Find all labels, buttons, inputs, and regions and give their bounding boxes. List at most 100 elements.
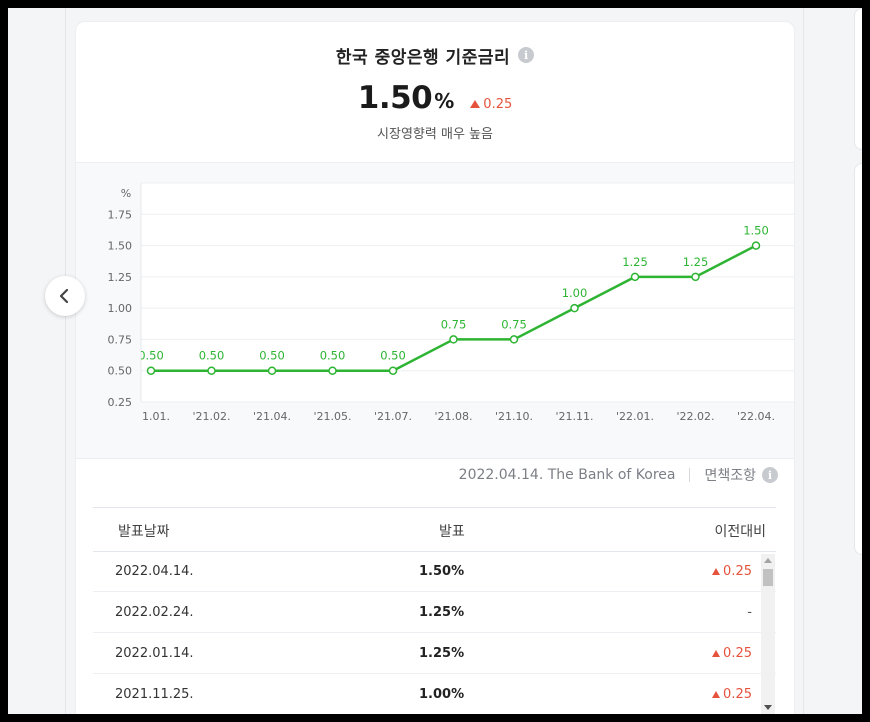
up-triangle-icon [712,568,721,575]
y-tick-label: 1.50 [108,240,133,253]
chart-area: % 0.25 0.50 0.75 1.00 1.25 1.50 1.75 '21.01. '21.… [76,162,794,459]
row-value: 1.00% [419,687,465,702]
row-value: 1.25% [419,605,465,620]
x-tick-label: '21.04. [253,410,291,423]
y-tick-label: 0.50 [108,365,133,378]
row-change: 0.25 [712,564,752,579]
disclaimer-link[interactable]: 면책조항 i [704,465,778,485]
chevron-left-icon [59,288,69,304]
table-row: 2022.01.14. 1.25% 0.25 [93,633,776,674]
source-text: 2022.04.14. The Bank of Korea [458,467,676,483]
header-change: 이전대비 [714,524,766,540]
row-date: 2022.01.14. [115,646,194,661]
data-label: 0.75 [501,317,527,331]
current-rate: 1.50 % 0.25 [76,80,794,120]
plot-background [141,183,794,402]
data-point [570,303,579,313]
x-tick-label: '21.02. [192,410,230,423]
column-divider [803,8,804,714]
row-date: 2022.02.24. [115,605,194,620]
data-point [449,335,458,344]
table-row: 2021.11.25. 1.00% 0.25 [93,674,776,714]
data-label: 0.50 [199,349,225,363]
x-tick-label: '22.04. [737,410,775,423]
data-label: 0.50 [320,349,346,363]
interest-rate-card: 한국 중앙은행 기준금리 i 1.50 % 0.25 시장영향력 매우 높음 %… [75,21,795,714]
x-tick-label: '21.05. [313,410,351,423]
rate-line-chart: % 0.25 0.50 0.75 1.00 1.25 1.50 1.75 '21.01. '21.… [108,182,794,423]
table-row: 2022.02.24. 1.25% - [93,592,776,633]
scroll-thumb[interactable] [763,569,773,586]
row-value: 1.25% [419,646,465,661]
data-label: 1.00 [562,286,588,300]
y-tick-label: 1.25 [108,271,133,284]
row-date: 2022.04.14. [115,564,194,579]
rate-unit: % [434,89,455,113]
x-tick-label: '21.10. [495,410,533,423]
row-date: 2021.11.25. [115,687,194,702]
header-date: 발표날짜 [118,524,170,540]
row-change-value: 0.25 [723,687,752,702]
data-label: 0.50 [380,349,406,363]
x-tick-label: '21.07. [374,410,412,423]
data-label: 1.25 [622,255,648,269]
info-icon[interactable]: i [518,47,535,63]
info-icon: i [762,467,778,483]
y-tick-label: 0.25 [108,396,133,409]
column-divider [65,8,66,714]
y-tick-label: 0.75 [108,333,133,346]
data-point [388,366,398,375]
rate-value: 1.50 [357,80,433,116]
card-header: 한국 중앙은행 기준금리 i [76,42,794,68]
row-change: 0.25 [712,687,752,702]
row-change-value: - [747,605,752,620]
market-impact-label: 시장영향력 매우 높음 [377,127,493,142]
divider [689,468,691,482]
data-point [328,366,337,375]
data-label: 0.50 [138,349,164,363]
card-title: 한국 중앙은행 기준금리 [335,47,511,68]
y-tick-label: 1.00 [108,302,133,315]
table-header: 발표날짜 발표 이전대비 [93,507,776,552]
table-row: 2022.04.14. 1.50% 0.25 [93,551,776,592]
page-viewport: 한국 중앙은행 기준금리 i 1.50 % 0.25 시장영향력 매우 높음 %… [8,8,862,714]
data-point [630,272,640,282]
up-triangle-icon [712,691,721,698]
source-row: 2022.04.14. The Bank of Korea 면책조항 i [459,465,778,485]
rate-change: 0.25 [470,97,512,112]
header-value: 발표 [439,524,465,540]
x-tick-label: '22.02. [676,410,714,423]
row-value: 1.50% [419,564,465,579]
y-axis-unit-label: % [121,187,131,200]
y-tick-label: 1.75 [108,208,133,221]
data-point [207,366,216,375]
row-change-value: 0.25 [723,564,752,579]
data-label: 0.50 [259,349,285,363]
table-scrollbar[interactable] [761,554,775,714]
row-change: 0.25 [712,646,752,661]
data-point [691,272,700,282]
data-point [267,366,277,375]
row-change-value: 0.25 [723,646,752,661]
side-panel-card [854,8,862,150]
disclaimer-label: 면책조항 [704,468,756,484]
row-change: - [747,605,752,620]
x-tick-label: '21.08. [434,410,472,423]
scroll-down-icon[interactable] [764,705,772,710]
table-body[interactable]: 2022.04.14. 1.50% 0.25 2022.02.24. 1.25%… [93,551,776,714]
up-triangle-icon [470,100,481,108]
side-panel-card [854,163,862,555]
data-point [751,241,761,250]
previous-button[interactable] [45,276,85,316]
data-point [509,335,519,344]
data-label: 1.25 [683,255,709,269]
x-tick-label: '22.01. [616,410,654,423]
scroll-up-icon[interactable] [764,558,772,563]
data-point [146,366,156,375]
up-triangle-icon [712,650,721,657]
data-label: 1.50 [743,224,769,238]
data-label: 0.75 [441,317,467,331]
x-tick-label: '21.01. [132,410,170,423]
x-tick-label: '21.11. [555,410,593,423]
rate-change-value: 0.25 [483,96,513,112]
